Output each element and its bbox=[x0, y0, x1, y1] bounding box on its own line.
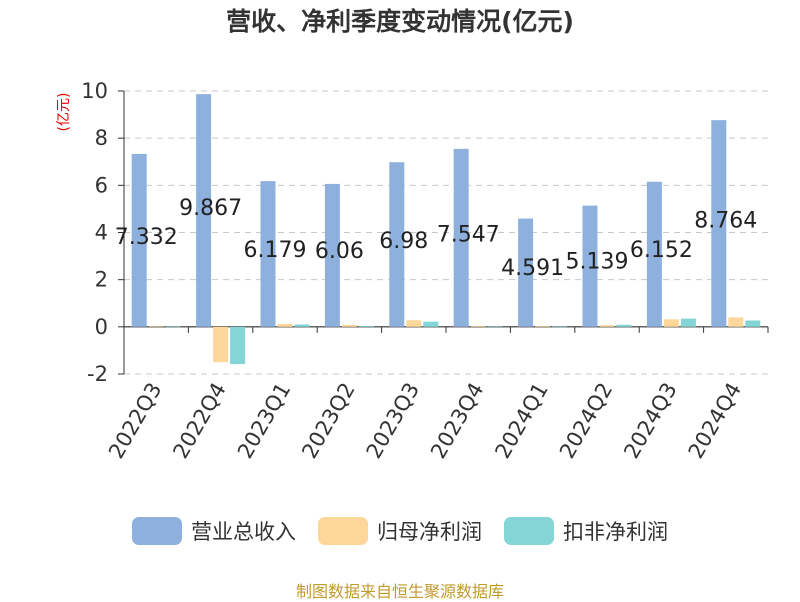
y-tick-label: 8 bbox=[95, 126, 108, 150]
bar-value-label: 6.06 bbox=[315, 239, 364, 264]
bar-value-label: 9.867 bbox=[179, 196, 242, 221]
bar bbox=[389, 162, 405, 327]
legend-label-deducted-profit: 扣非净利润 bbox=[563, 520, 668, 544]
data-source-note: 制图数据来自恒生聚源数据库 bbox=[295, 582, 504, 601]
bar bbox=[230, 326, 246, 365]
bar bbox=[131, 153, 147, 327]
bar bbox=[423, 321, 439, 327]
legend-label-net-profit: 归母净利润 bbox=[377, 520, 482, 544]
bar bbox=[518, 218, 534, 327]
x-tick-label: 2023Q3 bbox=[362, 379, 424, 463]
bar bbox=[616, 324, 632, 327]
bar-value-label: 5.139 bbox=[566, 250, 629, 275]
legend-label-revenue: 营业总收入 bbox=[191, 520, 296, 544]
bar bbox=[453, 148, 469, 327]
x-tick-label: 2024Q3 bbox=[619, 379, 681, 463]
y-tick-label: 0 bbox=[95, 315, 108, 339]
bar bbox=[680, 318, 696, 327]
bar-value-label: 6.98 bbox=[379, 229, 428, 254]
x-tick-label: 2024Q2 bbox=[555, 379, 617, 463]
bar bbox=[745, 320, 761, 327]
bar bbox=[535, 326, 551, 327]
bar bbox=[646, 181, 662, 327]
y-tick-label: 6 bbox=[95, 173, 108, 197]
legend-swatch-deducted-profit bbox=[504, 517, 554, 545]
y-tick-label: 2 bbox=[95, 268, 108, 292]
bar-value-label: 6.179 bbox=[244, 238, 307, 263]
x-tick-label: 2024Q4 bbox=[684, 379, 746, 463]
legend-item-revenue[interactable]: 营业总收入 bbox=[132, 516, 296, 546]
bar bbox=[294, 324, 310, 327]
y-tick-label: -2 bbox=[87, 362, 108, 386]
bar bbox=[582, 205, 598, 327]
bar bbox=[470, 326, 486, 327]
legend-swatch-revenue bbox=[132, 517, 182, 545]
bar bbox=[487, 326, 503, 327]
bar bbox=[277, 324, 293, 327]
bar bbox=[165, 326, 181, 328]
legend-item-deducted-profit[interactable]: 扣非净利润 bbox=[504, 516, 668, 546]
y-tick-label: 4 bbox=[95, 221, 108, 245]
x-tick-label: 2023Q1 bbox=[233, 379, 295, 463]
chart-title: 营收、净利季度变动情况(亿元) bbox=[226, 7, 574, 36]
bar bbox=[341, 324, 357, 327]
x-tick-label: 2024Q1 bbox=[490, 379, 552, 463]
bar-value-label: 6.152 bbox=[630, 238, 693, 263]
bar bbox=[728, 317, 744, 327]
y-tick-label: 10 bbox=[81, 79, 108, 103]
bar bbox=[196, 94, 212, 327]
x-tick-label: 2023Q4 bbox=[426, 379, 488, 463]
bar bbox=[406, 320, 422, 327]
bar bbox=[663, 319, 679, 327]
bar-value-label: 7.547 bbox=[437, 222, 500, 247]
bar bbox=[148, 326, 164, 327]
bar bbox=[213, 326, 229, 363]
bar bbox=[324, 183, 340, 327]
bar-value-label: 8.764 bbox=[694, 209, 757, 234]
bar bbox=[260, 181, 276, 327]
x-tick-label: 2023Q2 bbox=[297, 379, 359, 463]
legend: 营业总收入 归母净利润 扣非净利润 bbox=[0, 516, 800, 546]
bar bbox=[599, 325, 615, 327]
bar bbox=[552, 326, 568, 328]
bar-value-label: 4.591 bbox=[501, 256, 564, 281]
legend-swatch-net-profit bbox=[318, 517, 368, 545]
legend-item-net-profit[interactable]: 归母净利润 bbox=[318, 516, 482, 546]
x-tick-label: 2022Q3 bbox=[104, 379, 166, 463]
bar bbox=[711, 120, 727, 327]
bar-value-label: 7.332 bbox=[115, 225, 178, 250]
bar bbox=[358, 325, 374, 327]
x-tick-label: 2022Q4 bbox=[168, 379, 230, 463]
